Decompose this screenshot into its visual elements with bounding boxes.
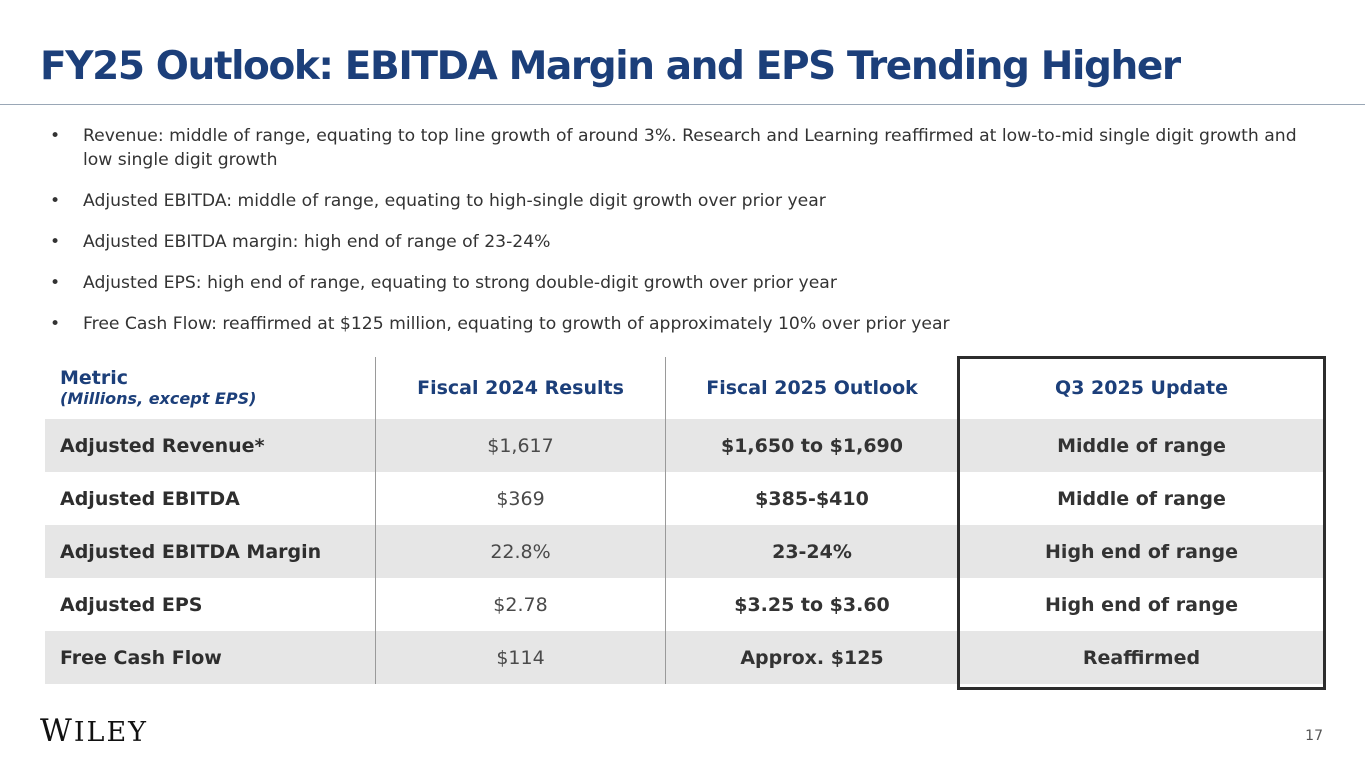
bullet-item: • Adjusted EBITDA margin: high end of ran… [50, 230, 1320, 254]
bullet-marker: • [50, 314, 61, 334]
page-number: 17 [1305, 728, 1323, 744]
row-q3: High end of range [1045, 540, 1238, 563]
bullet-marker: • [50, 273, 61, 293]
bullet-text: Adjusted EPS: high end of range, equatin… [83, 273, 837, 293]
row-fy24: $1,617 [375, 419, 665, 472]
bullet-item: • Free Cash Flow: reaffirmed at $125 mill… [50, 312, 1320, 336]
row-fy25: 23-24% [665, 525, 958, 578]
title-divider [0, 104, 1365, 105]
outlook-table: Metric (Millions, except EPS) Fiscal 202… [45, 357, 1325, 684]
logo-initial: W [40, 713, 74, 749]
row-fy25: Approx. $125 [665, 631, 958, 684]
row-fy25: $3.25 to $3.60 [665, 578, 958, 631]
bullet-text: Revenue: middle of range, equating to to… [83, 126, 1297, 170]
header-metric: Metric (Millions, except EPS) [45, 357, 375, 419]
bullet-list: • Revenue: middle of range, equating to t… [50, 124, 1320, 353]
row-metric: Adjusted EBITDA [60, 487, 240, 510]
row-metric: Adjusted EBITDA Margin [60, 540, 322, 563]
table-row: Adjusted EBITDA Margin 22.8% 23-24% High… [45, 525, 1325, 578]
header-q3: Q3 2025 Update [1055, 377, 1228, 399]
header-metric-note: (Millions, except EPS) [60, 389, 257, 408]
row-q3: Middle of range [1057, 434, 1226, 457]
header-fy25: Fiscal 2025 Outlook [665, 357, 958, 419]
bullet-item: • Adjusted EPS: high end of range, equati… [50, 271, 1320, 295]
table-row: Adjusted EBITDA $369 $385-$410 Middle of… [45, 472, 1325, 525]
slide-title: FY25 Outlook: EBITDA Margin and EPS Tren… [40, 44, 1181, 89]
bullet-item: • Adjusted EBITDA: middle of range, equat… [50, 189, 1320, 213]
row-fy24: $114 [375, 631, 665, 684]
logo-rest: ILEY [73, 717, 149, 748]
row-q3: Reaffirmed [1082, 646, 1201, 669]
bullet-text: Free Cash Flow: reaffirmed at $125 milli… [83, 314, 950, 334]
row-fy25: $1,650 to $1,690 [665, 419, 958, 472]
wiley-logo: WILEY [40, 713, 148, 749]
bullet-marker: • [50, 191, 61, 211]
bullet-item: • Revenue: middle of range, equating to t… [50, 124, 1320, 172]
table-row: Free Cash Flow $114 Approx. $125 Reaffir… [45, 631, 1325, 684]
row-metric: Adjusted Revenue* [60, 434, 265, 457]
row-metric: Free Cash Flow [60, 646, 222, 669]
table-row: Adjusted Revenue* $1,617 $1,650 to $1,69… [45, 419, 1325, 472]
bullet-marker: • [50, 126, 61, 146]
bullet-text: Adjusted EBITDA margin: high end of rang… [83, 232, 551, 252]
table-header-row: Metric (Millions, except EPS) Fiscal 202… [45, 357, 1325, 419]
row-metric: Adjusted EPS [60, 593, 203, 616]
bullet-marker: • [50, 232, 61, 252]
row-q3: Middle of range [1057, 487, 1226, 510]
bullet-text: Adjusted EBITDA: middle of range, equati… [83, 191, 826, 211]
table-row: Adjusted EPS $2.78 $3.25 to $3.60 High e… [45, 578, 1325, 631]
header-fy24: Fiscal 2024 Results [375, 357, 665, 419]
header-metric-label: Metric [60, 367, 129, 389]
row-fy24: $369 [375, 472, 665, 525]
row-fy25: $385-$410 [665, 472, 958, 525]
row-q3: High end of range [1045, 593, 1238, 616]
row-fy24: $2.78 [375, 578, 665, 631]
row-fy24: 22.8% [375, 525, 665, 578]
